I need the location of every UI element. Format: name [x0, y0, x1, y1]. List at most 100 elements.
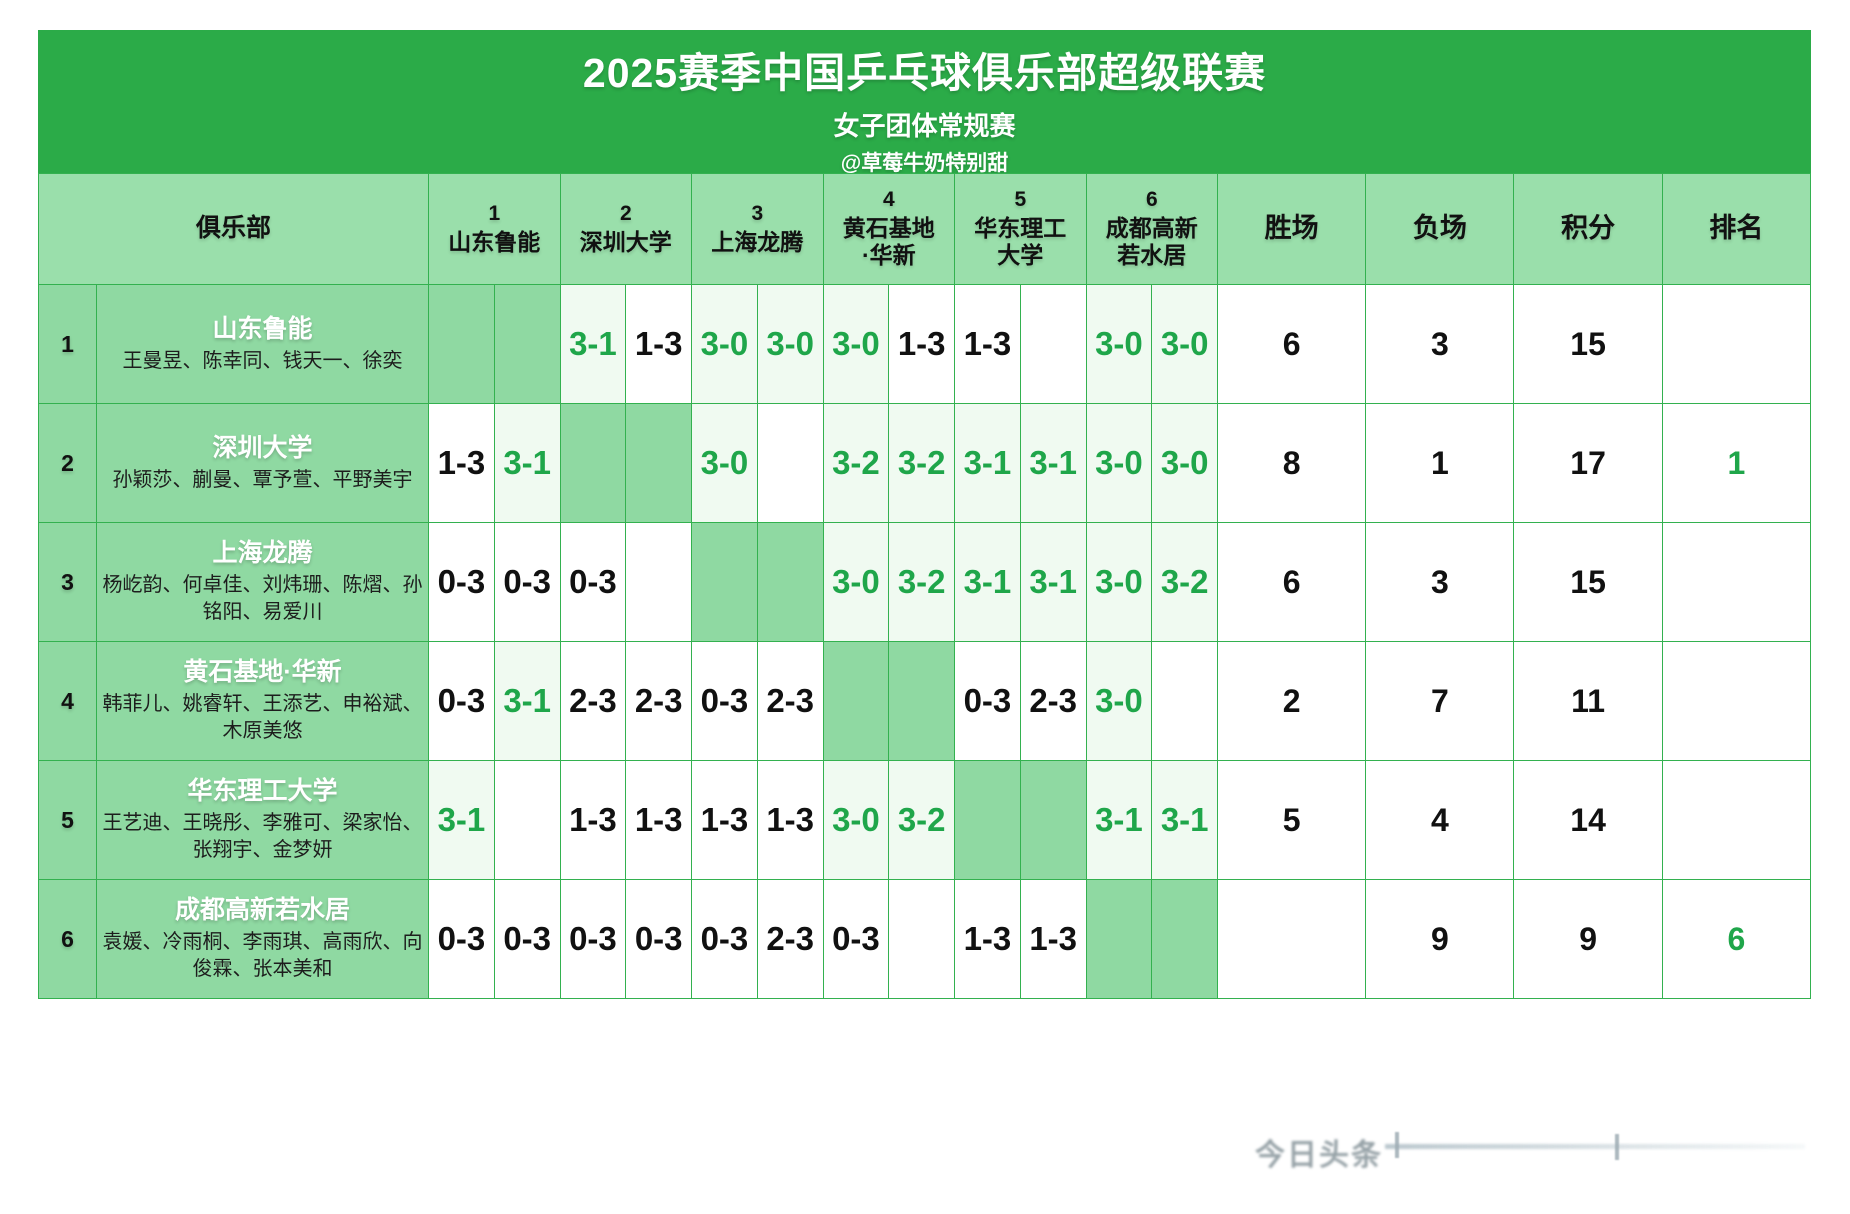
match-score-cell[interactable]: 3-0 — [756, 284, 824, 404]
club-cell[interactable]: 深圳大学 孙颖莎、蒯曼、覃予萱、平野美宇 — [95, 403, 430, 523]
club-players: 王曼昱、陈幸同、钱天一、徐奕 — [122, 349, 403, 372]
table-header-row: 俱乐部 1 山东鲁能 2 深圳大学 3 上海龙腾 4 黄石基地 ·华新 — [37, 173, 1812, 285]
match-score-cell[interactable]: 2-3 — [1019, 641, 1087, 761]
match-score-cell[interactable]: 2-3 — [756, 641, 824, 761]
match-score-cell[interactable]: 0-3 — [428, 641, 495, 761]
match-score-cell[interactable]: 3-2 — [888, 522, 956, 642]
match-score-cell[interactable]: 1-3 — [954, 284, 1021, 404]
match-score-cell[interactable]: 0-3 — [691, 641, 758, 761]
match-score-cell[interactable]: 3-1 — [954, 403, 1021, 523]
match-score-cell[interactable]: 0-3 — [954, 641, 1021, 761]
header-losses: 负场 — [1365, 173, 1515, 285]
match-score-cell[interactable]: 3-1 — [1019, 403, 1087, 523]
match-score-cell[interactable]: 0-3 — [428, 522, 495, 642]
header-club: 俱乐部 — [37, 173, 430, 285]
watermark-tick — [1395, 1132, 1399, 1158]
match-score-cell[interactable] — [1019, 284, 1087, 404]
rank-cell: 6 — [1661, 879, 1812, 999]
match-score-cell[interactable]: 1-3 — [428, 403, 495, 523]
club-name: 华东理工大学 — [187, 777, 338, 806]
match-score-cell[interactable]: 3-1 — [1019, 522, 1087, 642]
match-score-cell[interactable]: 3-1 — [428, 760, 495, 880]
diagonal-cell — [493, 284, 561, 404]
match-score-cell[interactable] — [1151, 641, 1219, 761]
match-score-cell[interactable]: 3-2 — [888, 403, 956, 523]
points-cell: 11 — [1513, 641, 1663, 761]
club-players: 孙颖莎、蒯曼、覃予萱、平野美宇 — [112, 468, 413, 491]
credit-handle: @草莓牛奶特别甜 — [840, 152, 1009, 176]
match-score-cell[interactable]: 1-3 — [954, 879, 1021, 999]
club-cell[interactable]: 华东理工大学王艺迪、王晓彤、李雅可、梁家怡、张翔宇、金梦妍 — [95, 760, 430, 880]
row-index: 1 — [38, 284, 97, 404]
wins-cell: 8 — [1217, 403, 1367, 523]
match-score-cell[interactable]: 1-3 — [691, 760, 758, 880]
watermark-tick — [1615, 1134, 1619, 1160]
match-score-cell[interactable]: 0-3 — [625, 879, 693, 999]
losses-cell: 4 — [1365, 760, 1515, 880]
match-score-cell[interactable]: 3-0 — [691, 403, 758, 523]
match-score-cell[interactable]: 3-0 — [1085, 522, 1153, 642]
match-score-cell[interactable]: 0-3 — [493, 879, 561, 999]
match-score-cell[interactable]: 3-0 — [1085, 284, 1153, 404]
match-score-cell[interactable]: 1-3 — [888, 284, 956, 404]
match-score-cell[interactable]: 3-0 — [822, 522, 890, 642]
match-score-cell[interactable]: 0-3 — [822, 879, 890, 999]
match-score-cell[interactable]: 3-1 — [559, 284, 627, 404]
match-score-cell[interactable]: 1-3 — [756, 760, 824, 880]
match-score-cell[interactable]: 3-1 — [954, 522, 1021, 642]
header-opponent-3: 3 上海龙腾 — [691, 173, 824, 285]
points-cell: 14 — [1513, 760, 1663, 880]
table-row: 2 深圳大学 孙颖莎、蒯曼、覃予萱、平野美宇 1-3 3-1 3-0 3-2 3-2 3-1 3-… — [38, 403, 1812, 523]
match-score-cell[interactable]: 2-3 — [559, 641, 627, 761]
match-score-cell[interactable]: 3-0 — [1151, 284, 1219, 404]
match-score-cell[interactable]: 1-3 — [625, 760, 693, 880]
match-score-cell[interactable]: 3-1 — [1151, 760, 1219, 880]
match-score-cell[interactable]: 0-3 — [428, 879, 495, 999]
match-score-cell[interactable]: 3-0 — [822, 760, 890, 880]
match-score-cell[interactable]: 3-0 — [1085, 403, 1153, 523]
page-subtitle: 女子团体常规赛 — [833, 111, 1016, 142]
match-score-cell[interactable]: 0-3 — [493, 522, 561, 642]
match-score-cell[interactable]: 3-2 — [822, 403, 890, 523]
match-score-cell[interactable]: 3-0 — [822, 284, 890, 404]
wins-cell: 6 — [1217, 522, 1367, 642]
match-score-cell[interactable]: 0-3 — [559, 522, 627, 642]
match-score-cell[interactable] — [888, 879, 956, 999]
match-score-cell[interactable]: 2-3 — [625, 641, 693, 761]
match-score-cell[interactable] — [625, 522, 693, 642]
match-score-cell[interactable]: 2-3 — [756, 879, 824, 999]
club-cell[interactable]: 山东鲁能 王曼昱、陈幸同、钱天一、徐奕 — [95, 284, 430, 404]
match-score-cell[interactable]: 3-1 — [493, 641, 561, 761]
match-score-cell[interactable] — [493, 760, 561, 880]
match-score-cell[interactable]: 1-3 — [1019, 879, 1087, 999]
losses-cell: 3 — [1365, 522, 1515, 642]
match-score-cell[interactable]: 1-3 — [559, 760, 627, 880]
points-cell: 9 — [1513, 879, 1663, 999]
match-score-cell[interactable] — [756, 403, 824, 523]
match-score-cell[interactable]: 3-1 — [1085, 760, 1153, 880]
diagonal-cell — [756, 522, 824, 642]
diagonal-cell — [888, 641, 956, 761]
match-score-cell[interactable]: 3-0 — [1085, 641, 1153, 761]
match-score-cell[interactable]: 3-2 — [888, 760, 956, 880]
club-cell[interactable]: 上海龙腾 杨屹韵、何卓佳、刘炜珊、陈熠、孙铭阳、易爱川 — [95, 522, 430, 642]
match-score-cell[interactable]: 3-0 — [1151, 403, 1219, 523]
club-players: 王艺迪、王晓彤、李雅可、梁家怡、张翔宇、金梦妍 — [102, 812, 423, 861]
row-index: 6 — [38, 879, 97, 999]
page-title: 2025赛季中国乒乓球俱乐部超级联赛 — [582, 50, 1267, 96]
opponent-number: 5 — [1014, 188, 1027, 212]
opponent-name-line2: ·华新 — [861, 242, 916, 269]
opponent-name-line1: 华东理工 — [974, 215, 1067, 242]
diagonal-cell — [1151, 879, 1219, 999]
club-cell[interactable]: 黄石基地·华新 韩菲儿、姚睿轩、王添艺、申裕斌、木原美悠 — [95, 641, 430, 761]
match-score-cell[interactable]: 0-3 — [691, 879, 758, 999]
losses-cell: 9 — [1365, 879, 1515, 999]
match-score-cell[interactable]: 3-0 — [691, 284, 758, 404]
match-score-cell[interactable]: 3-2 — [1151, 522, 1219, 642]
table-row: 6 成都高新若水居 袁媛、冷雨桐、李雨琪、高雨欣、向俊霖、张本美和 0-3 0-3 0-3… — [38, 879, 1812, 999]
match-score-cell[interactable]: 3-1 — [493, 403, 561, 523]
match-score-cell[interactable]: 1-3 — [625, 284, 693, 404]
match-score-cell[interactable]: 0-3 — [559, 879, 627, 999]
club-cell[interactable]: 成都高新若水居 袁媛、冷雨桐、李雨琪、高雨欣、向俊霖、张本美和 — [95, 879, 430, 999]
opponent-name-line1: 黄石基地 — [842, 215, 935, 242]
